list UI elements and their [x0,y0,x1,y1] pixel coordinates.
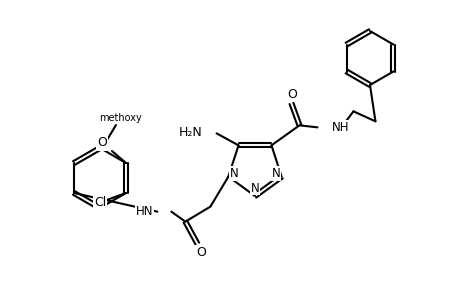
Text: N: N [229,167,238,180]
Text: O: O [287,88,297,101]
Text: N: N [250,182,259,194]
Text: O: O [196,246,206,259]
Text: HN: HN [135,205,153,218]
Text: NH: NH [331,121,348,134]
Text: methoxy: methoxy [100,113,142,123]
Text: Cl: Cl [94,196,106,209]
Text: N: N [271,167,280,180]
Text: O: O [97,136,106,149]
Text: H₂N: H₂N [179,126,202,139]
